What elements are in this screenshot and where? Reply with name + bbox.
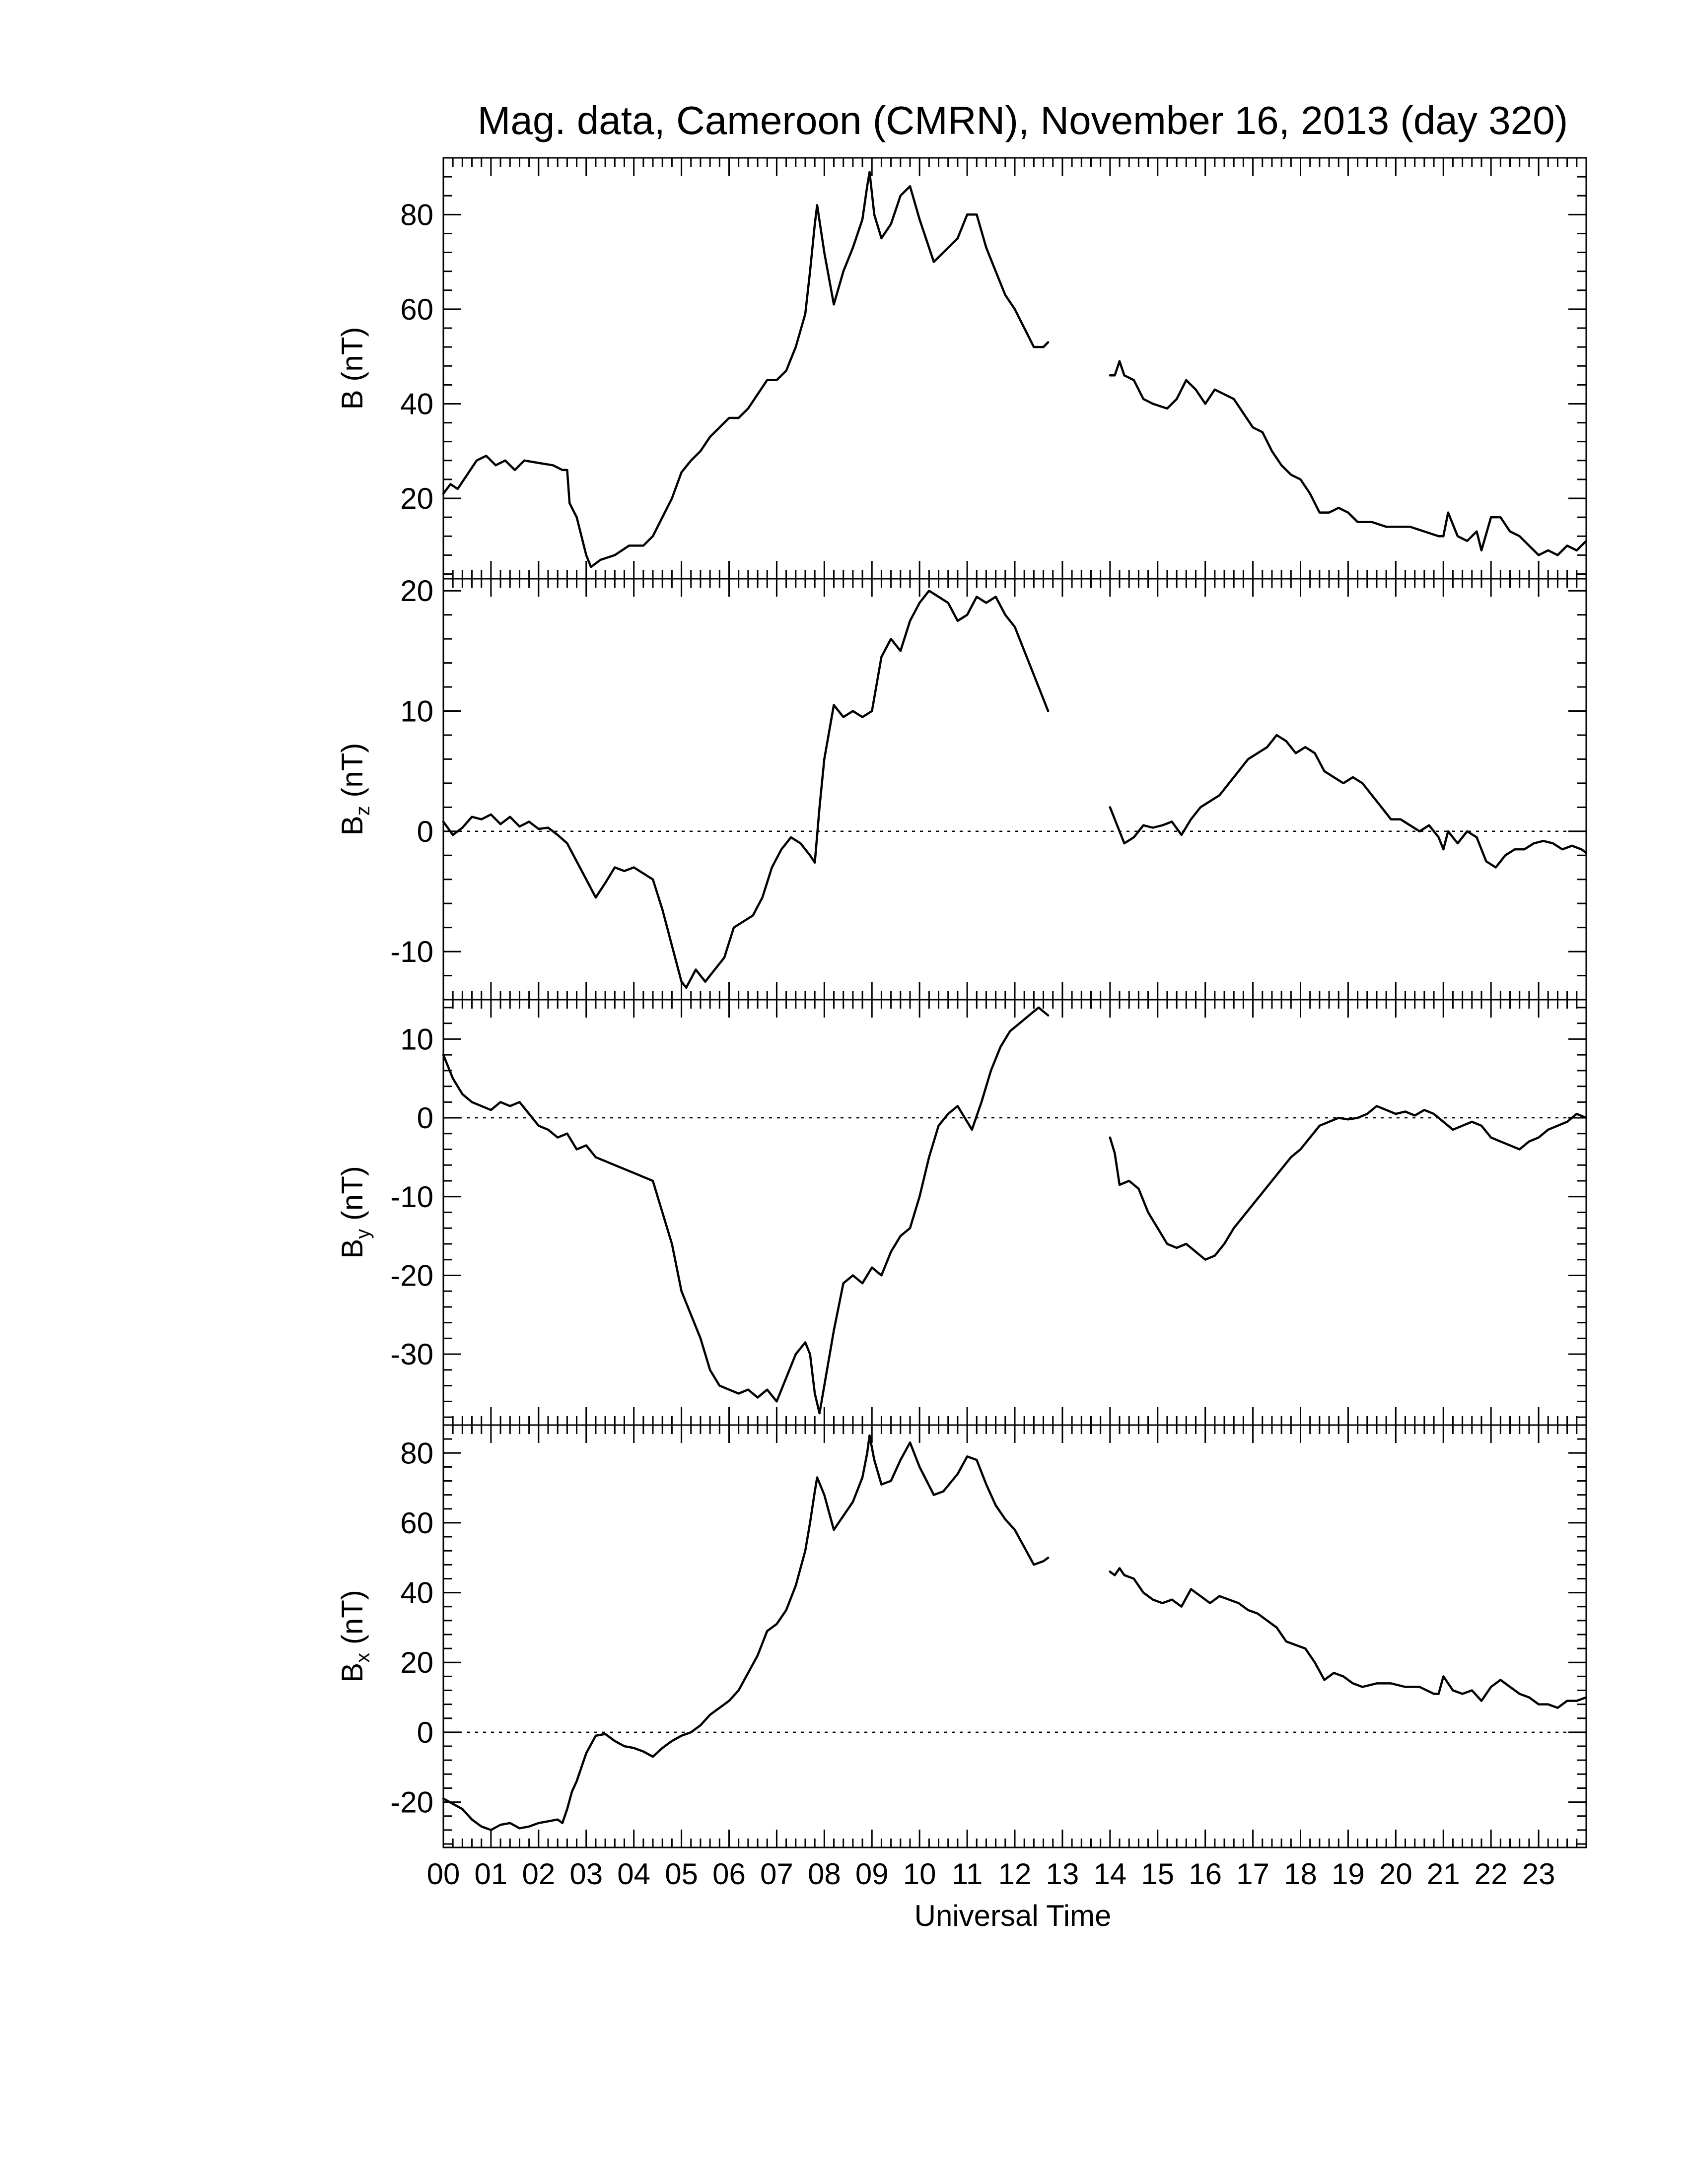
series-line-Bz (1109, 734, 1588, 869)
y-tick-label: 0 (417, 1101, 433, 1135)
x-tick-label: 19 (1332, 1857, 1365, 1891)
x-tick-labels: 00 01 02 03 04 05 06 07 08 09 10 11 12 13 14 15 16 17 18 19… (427, 1857, 1555, 1891)
y-tick-label: -20 (390, 1786, 433, 1819)
y-tick-label: 0 (417, 815, 433, 848)
x-tick-label: 12 (998, 1857, 1032, 1891)
series-line-B (442, 171, 1050, 568)
panel-frame-Bz (442, 578, 1587, 1001)
x-tick-label: 23 (1522, 1857, 1555, 1891)
y-tick-label: 0 (417, 1716, 433, 1749)
x-tick-label: 06 (712, 1857, 746, 1891)
x-tick-label: 15 (1141, 1857, 1174, 1891)
series-line-B (1109, 360, 1588, 556)
x-tick-label: 04 (617, 1857, 650, 1891)
x-tick-label: 00 (427, 1857, 460, 1891)
y-tick-label: 20 (400, 482, 433, 515)
y-tick-label: 60 (400, 293, 433, 326)
y-tick-label: -10 (390, 1180, 433, 1214)
series-line-By (1109, 1105, 1588, 1261)
y-tick-label: 40 (400, 387, 433, 420)
x-tick-label: 11 (952, 1857, 983, 1891)
y-axis-label-B: B (nT) (336, 327, 369, 410)
y-tick-label: 60 (400, 1506, 433, 1540)
x-tick-label: 16 (1189, 1857, 1222, 1891)
x-tick-label: 13 (1046, 1857, 1079, 1891)
y-tick-label: -20 (390, 1259, 433, 1292)
x-tick-label: 20 (1379, 1857, 1412, 1891)
y-axis-label-Bx: Bx (nT) (336, 1590, 374, 1683)
panel-By: -30 -20 -10 0 10 By (nT) (336, 999, 1588, 1426)
series-line-Bx (442, 1434, 1050, 1832)
x-tick-label: 22 (1475, 1857, 1508, 1891)
y-axis-label-Bz: Bz (nT) (336, 743, 374, 836)
x-tick-label: 08 (808, 1857, 841, 1891)
chart-title: Mag. data, Cameroon (CMRN), November 16,… (478, 98, 1568, 142)
y-tick-label: -10 (390, 935, 433, 968)
y-tick-label: 10 (400, 1023, 433, 1056)
x-tick-label: 17 (1236, 1857, 1269, 1891)
x-tick-label: 01 (475, 1857, 508, 1891)
x-tick-label: 21 (1427, 1857, 1460, 1891)
panel-frame-Bx (442, 1424, 1587, 1848)
y-tick-label: 20 (400, 1646, 433, 1679)
y-tick-label: 80 (400, 198, 433, 231)
x-tick-label: 03 (569, 1857, 603, 1891)
x-axis-label: Universal Time (914, 1899, 1112, 1932)
y-tick-label: 80 (400, 1436, 433, 1470)
x-tick-label: 18 (1284, 1857, 1317, 1891)
y-tick-label: 20 (400, 574, 433, 608)
panels: 20 40 60 80 B (nT) -10 0 10 20 Bz (nT) -30 -20 -10 0 1… (336, 157, 1588, 1848)
y-axis-label-By: By (nT) (336, 1166, 374, 1259)
x-tick-label: 02 (522, 1857, 555, 1891)
panel-Bz: -10 0 10 20 Bz (nT) (336, 574, 1588, 1001)
x-tick-label: 10 (903, 1857, 936, 1891)
x-tick-label: 05 (665, 1857, 698, 1891)
panel-B: 20 40 60 80 B (nT) (336, 157, 1588, 580)
x-tick-label: 14 (1093, 1857, 1126, 1891)
series-line-Bz (442, 589, 1050, 989)
y-tick-label: -30 (390, 1338, 433, 1371)
panel-frame-By (442, 999, 1587, 1426)
y-tick-label: 10 (400, 695, 433, 728)
panel-frame-B (442, 157, 1587, 580)
series-line-Bx (1109, 1567, 1588, 1709)
x-tick-label: 09 (855, 1857, 889, 1891)
y-tick-label: 40 (400, 1576, 433, 1610)
panel-Bx: -20 0 20 40 60 80 Bx (nT) (336, 1424, 1588, 1848)
x-tick-label: 07 (760, 1857, 793, 1891)
series-line-By (442, 1006, 1050, 1415)
